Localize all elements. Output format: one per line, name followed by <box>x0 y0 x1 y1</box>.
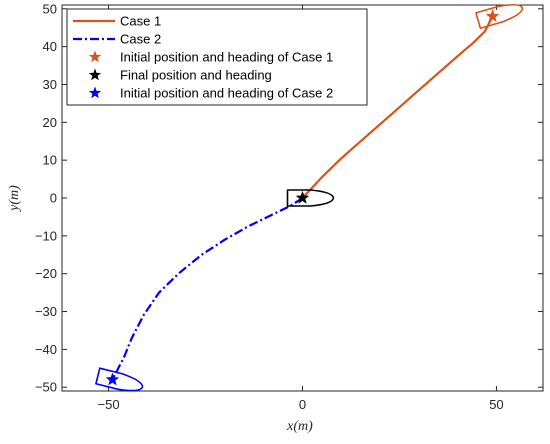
y-tick-label: −10 <box>35 228 57 243</box>
star-marker <box>295 190 310 204</box>
legend-label: Initial position and heading of Case 1 <box>120 50 333 65</box>
star-marker <box>105 372 120 386</box>
y-tick-label: −40 <box>35 342 57 357</box>
boat-outline-case2-initial <box>95 367 144 392</box>
legend-label: Final position and heading <box>120 68 272 83</box>
y-tick-label: 10 <box>43 153 57 168</box>
y-tick-label: 50 <box>43 1 57 16</box>
y-tick-label: −50 <box>35 380 57 395</box>
series-line-case-2 <box>111 197 304 381</box>
legend-label: Initial position and heading of Case 2 <box>120 86 333 101</box>
tick-labels: −50 0 50 −50 −40 −30 −20 −10 0 10 20 30 40 50 <box>35 1 504 412</box>
boat-outline-final <box>286 189 335 207</box>
boat-hull <box>286 189 335 207</box>
legend-star-sample <box>88 86 102 99</box>
boat-hull <box>475 3 524 30</box>
boat-outline-case1-initial <box>475 3 524 30</box>
boat-hull <box>95 367 144 392</box>
legend-label: Case 2 <box>120 32 161 47</box>
star-marker <box>485 9 500 23</box>
legend-star-sample <box>88 68 102 81</box>
y-tick-label: 20 <box>43 115 57 130</box>
y-axis-label: y(m) <box>7 185 22 213</box>
legend-box <box>66 8 368 106</box>
y-tick-label: −20 <box>35 266 57 281</box>
x-tick-label: −50 <box>98 397 120 412</box>
x-tick-label: 0 <box>299 397 306 412</box>
y-tick-label: 40 <box>43 39 57 54</box>
legend-label: Case 1 <box>120 14 161 29</box>
y-tick-label: 30 <box>43 77 57 92</box>
y-tick-label: −30 <box>35 304 57 319</box>
legend-star-sample <box>88 50 102 63</box>
y-tick-label: 0 <box>50 191 57 206</box>
x-tick-label: 50 <box>489 397 503 412</box>
x-axis-label: x(m) <box>286 419 313 434</box>
series-line-case-1 <box>301 15 494 199</box>
legend: Case 1 Case 2 Initial position and heading… <box>66 8 368 106</box>
